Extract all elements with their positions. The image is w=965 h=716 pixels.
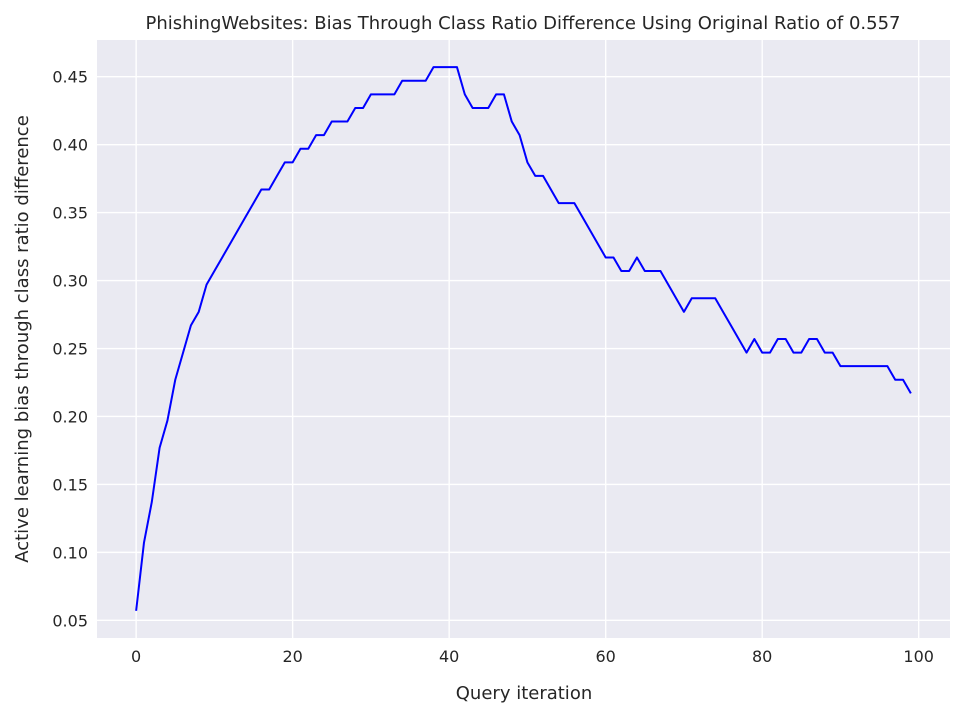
y-tick-label: 0.05: [52, 611, 88, 630]
y-tick-label: 0.30: [52, 272, 88, 291]
x-tick-label: 40: [439, 647, 459, 666]
y-tick-label: 0.25: [52, 340, 88, 359]
chart-title: PhishingWebsites: Bias Through Class Rat…: [146, 13, 901, 34]
y-tick-label: 0.20: [52, 407, 88, 426]
y-axis-ticks: 0.05 0.10 0.15 0.20 0.25 0.30 0.35 0.40 0.45: [52, 68, 88, 631]
x-tick-label: 80: [752, 647, 772, 666]
x-axis-label: Query iteration: [456, 683, 592, 704]
y-tick-label: 0.10: [52, 543, 88, 562]
y-tick-label: 0.35: [52, 204, 88, 223]
grid: [97, 40, 950, 638]
x-tick-label: 60: [595, 647, 615, 666]
x-axis-ticks: 0 20 40 60 80 100: [131, 647, 934, 666]
plot-area: [97, 40, 950, 638]
y-tick-label: 0.40: [52, 136, 88, 155]
y-tick-label: 0.15: [52, 475, 88, 494]
x-tick-label: 0: [131, 647, 141, 666]
x-tick-label: 20: [282, 647, 302, 666]
y-axis-label: Active learning bias through class ratio…: [12, 115, 33, 563]
series-line: [135, 66, 912, 611]
y-tick-label: 0.45: [52, 68, 88, 87]
series-layer: [135, 66, 912, 611]
x-tick-label: 100: [903, 647, 934, 666]
